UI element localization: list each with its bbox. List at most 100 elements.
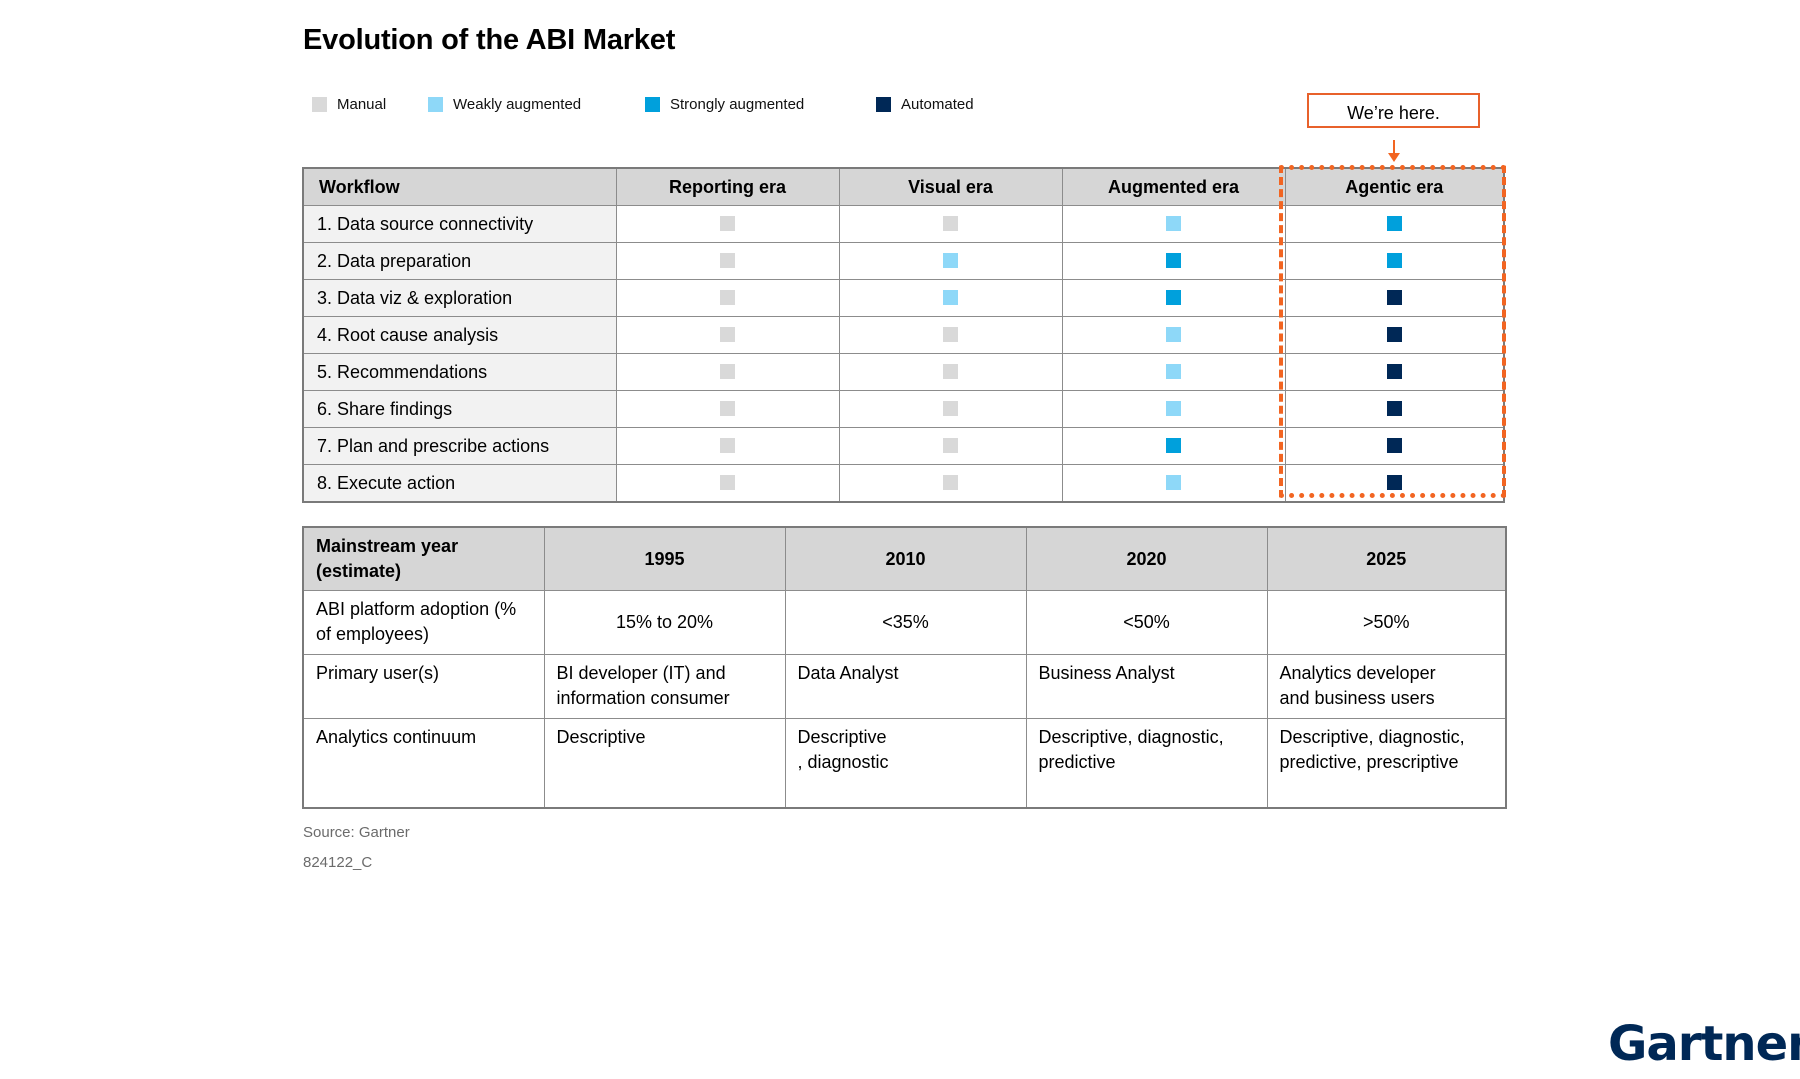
workflow-row-label: 6. Share findings: [302, 390, 617, 428]
workflow-cell: [1061, 316, 1286, 354]
workflow-cell: [615, 242, 840, 280]
workflow-cell: [838, 353, 1063, 391]
workflow-cell: [615, 427, 840, 465]
automation-level-marker: [720, 327, 735, 343]
legend-label: Manual: [337, 96, 387, 113]
source-note: Source: Gartner: [303, 824, 410, 841]
automation-level-marker: [720, 253, 735, 269]
automation-level-marker: [720, 290, 735, 306]
automation-level-marker: [1386, 475, 1402, 491]
page-title: Evolution of the ABI Market: [303, 24, 676, 56]
mainstream-header-cell: 2025: [1266, 526, 1507, 591]
automation-level-marker: [943, 290, 958, 306]
mainstream-row-label: ABI platform adoption (% of employees): [302, 590, 545, 655]
workflow-cell: [1061, 390, 1286, 428]
automation-level-marker: [1386, 290, 1402, 306]
mainstream-cell: Descriptive: [543, 718, 786, 809]
mainstream-header-cell: Mainstream year (estimate): [302, 526, 545, 591]
mainstream-cell: Data Analyst: [784, 654, 1027, 719]
workflow-cell: [1061, 353, 1286, 391]
mainstream-table: Mainstream year (estimate) 1995 2010 202…: [302, 526, 1507, 809]
workflow-row-label: 1. Data source connectivity: [302, 205, 617, 243]
automation-level-marker: [943, 438, 958, 454]
legend-swatch-automated: [876, 97, 891, 112]
workflow-cell: [1284, 279, 1505, 317]
workflow-cell: [1284, 390, 1505, 428]
workflow-cell: [1061, 427, 1286, 465]
mainstream-cell: <35%: [784, 590, 1027, 655]
workflow-header-cell: Visual era: [838, 167, 1063, 206]
workflow-cell: [1284, 464, 1505, 503]
mainstream-cell: Descriptive , diagnostic: [784, 718, 1027, 809]
workflow-row-label: 7. Plan and prescribe actions: [302, 427, 617, 465]
workflow-cell: [838, 205, 1063, 243]
automation-level-marker: [1386, 253, 1402, 269]
automation-level-marker: [1386, 438, 1402, 454]
mainstream-cell: BI developer (IT) and information consum…: [543, 654, 786, 719]
automation-level-marker: [943, 253, 958, 269]
automation-level-marker: [1166, 327, 1181, 343]
workflow-header-row: Workflow Reporting era Visual era Augmen…: [302, 167, 1505, 206]
automation-level-marker: [943, 364, 958, 380]
legend-label: Automated: [901, 96, 974, 113]
workflow-row: 8. Execute action: [302, 464, 1505, 503]
legend-swatch-manual: [312, 97, 327, 112]
workflow-cell: [1061, 279, 1286, 317]
legend-item-automated: Automated: [876, 96, 974, 113]
legend-swatch-weakly-augmented: [428, 97, 443, 112]
workflow-row: 2. Data preparation: [302, 242, 1505, 280]
workflow-cell: [1061, 205, 1286, 243]
workflow-cell: [615, 316, 840, 354]
mainstream-cell: Descriptive, diagnostic, predictive, pre…: [1266, 718, 1507, 809]
legend-label: Strongly augmented: [670, 96, 805, 113]
mainstream-row-label: Analytics continuum: [302, 718, 545, 809]
workflow-row: 5. Recommendations: [302, 353, 1505, 391]
mainstream-cell: Descriptive, diagnostic, predictive: [1025, 718, 1268, 809]
workflow-cell: [1061, 242, 1286, 280]
automation-level-marker: [1166, 475, 1181, 491]
automation-level-marker: [1386, 364, 1402, 380]
workflow-table: Workflow Reporting era Visual era Augmen…: [302, 167, 1505, 503]
workflow-row-label: 3. Data viz & exploration: [302, 279, 617, 317]
automation-level-marker: [720, 401, 735, 417]
mainstream-header-row: Mainstream year (estimate) 1995 2010 202…: [302, 526, 1507, 591]
automation-level-marker: [1386, 327, 1402, 343]
mainstream-header-cell: 2020: [1025, 526, 1268, 591]
mainstream-cell: Analytics developer and business users: [1266, 654, 1507, 719]
legend-label: Weakly augmented: [453, 96, 582, 113]
automation-level-marker: [720, 438, 735, 454]
workflow-cell: [615, 464, 840, 503]
workflow-row-label: 8. Execute action: [302, 464, 617, 503]
mainstream-row-primary-users: Primary user(s) BI developer (IT) and in…: [302, 654, 1507, 719]
workflow-cell: [1284, 316, 1505, 354]
automation-level-marker: [1166, 216, 1181, 232]
workflow-cell: [615, 205, 840, 243]
mainstream-row-analytics-continuum: Analytics continuum Descriptive Descript…: [302, 718, 1507, 809]
workflow-row-label: 4. Root cause analysis: [302, 316, 617, 354]
mainstream-cell: Business Analyst: [1025, 654, 1268, 719]
automation-level-marker: [720, 475, 735, 491]
automation-level-marker: [720, 364, 735, 380]
automation-level-marker: [1166, 438, 1181, 454]
legend-item-weakly-augmented: Weakly augmented: [428, 96, 581, 113]
automation-level-marker: [1166, 253, 1181, 269]
workflow-cell: [615, 353, 840, 391]
workflow-header-cell: Augmented era: [1061, 167, 1286, 206]
workflow-cell: [1284, 205, 1505, 243]
mainstream-header-cell: 2010: [784, 526, 1027, 591]
workflow-cell: [838, 464, 1063, 503]
workflow-header-cell: Agentic era: [1284, 167, 1505, 206]
mainstream-cell: >50%: [1266, 590, 1507, 655]
legend-swatch-strongly-augmented: [645, 97, 660, 112]
gartner-logo: Gartner: [1608, 1016, 1800, 1072]
automation-level-marker: [943, 401, 958, 417]
workflow-cell: [1061, 464, 1286, 503]
mainstream-header-cell: 1995: [543, 526, 786, 591]
current-era-callout: We’re here.: [1307, 93, 1480, 128]
workflow-row: 7. Plan and prescribe actions: [302, 427, 1505, 465]
mainstream-cell: <50%: [1025, 590, 1268, 655]
workflow-table-body: 1. Data source connectivity 2. Data prepa…: [302, 205, 1505, 503]
workflow-cell: [615, 279, 840, 317]
workflow-cell: [838, 390, 1063, 428]
automation-level-marker: [1166, 290, 1181, 306]
